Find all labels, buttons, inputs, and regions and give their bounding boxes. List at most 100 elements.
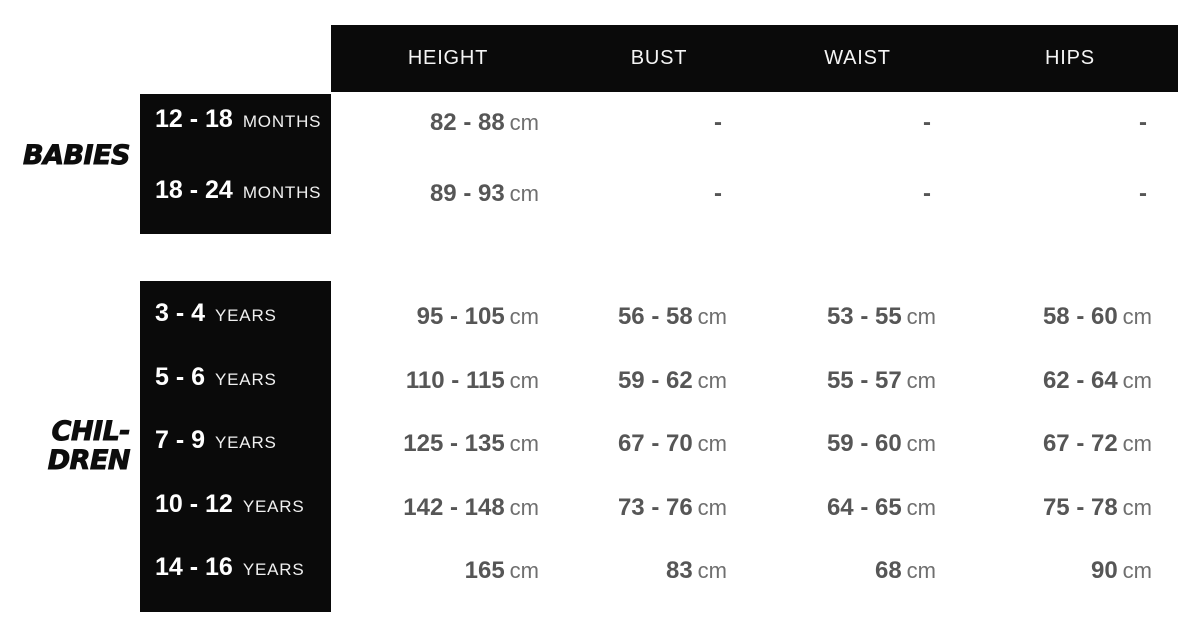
- unit: cm: [906, 558, 936, 583]
- unit: cm: [509, 181, 539, 206]
- value: 53 - 55: [826, 303, 902, 330]
- hips-cell: 58 - 60 cm: [962, 297, 1178, 340]
- waist-cell: 53 - 55 cm: [753, 297, 962, 340]
- bust-cell: 83 cm: [565, 551, 753, 594]
- age-label: 12 - 18 MONTHS: [140, 99, 331, 142]
- age-label: 18 - 24 MONTHS: [140, 170, 331, 213]
- age-range: 14 - 16: [155, 553, 233, 581]
- value: -: [1139, 180, 1147, 207]
- hips-cell: -: [962, 103, 1178, 146]
- value: 89 - 93: [429, 180, 505, 207]
- column-header-bar: HEIGHT BUST WAIST HIPS: [331, 25, 1178, 92]
- bust-cell: 67 - 70 cm: [565, 424, 753, 467]
- value: 55 - 57: [826, 367, 902, 394]
- bust-cell: 56 - 58 cm: [565, 297, 753, 340]
- unit: cm: [1122, 558, 1152, 583]
- unit: cm: [697, 558, 727, 583]
- height-cell: 89 - 93 cm: [331, 174, 565, 217]
- age-unit-label: MONTHS: [242, 112, 322, 131]
- age-label: 10 - 12 YEARS: [140, 484, 331, 527]
- value: -: [923, 109, 931, 136]
- value: 58 - 60: [1042, 303, 1118, 330]
- height-cell: 142 - 148 cm: [331, 488, 565, 531]
- age-unit-label: YEARS: [215, 370, 277, 389]
- value: 82 - 88: [429, 109, 505, 136]
- value: -: [1139, 109, 1147, 136]
- section-title-babies: BABIES: [0, 140, 132, 171]
- waist-cell: 68 cm: [753, 551, 962, 594]
- value: 64 - 65: [826, 494, 902, 521]
- value: -: [714, 109, 722, 136]
- unit: cm: [509, 368, 539, 393]
- height-cell: 165 cm: [331, 551, 565, 594]
- age-range: 3 - 4: [155, 299, 206, 327]
- hips-cell: 90 cm: [962, 551, 1178, 594]
- unit: cm: [509, 110, 539, 135]
- hips-cell: 67 - 72 cm: [962, 424, 1178, 467]
- bust-cell: 73 - 76 cm: [565, 488, 753, 531]
- section-title-line: CHIL-: [51, 416, 131, 447]
- unit: cm: [1122, 368, 1152, 393]
- section-title-line: DREN: [47, 445, 131, 476]
- table-row-babies-12-18: 12 - 18 MONTHS 82 - 88 cm - - -: [140, 99, 1178, 139]
- children-label-panel: [140, 281, 331, 612]
- value: 59 - 60: [826, 430, 902, 457]
- unit: cm: [509, 431, 539, 456]
- unit: cm: [509, 304, 539, 329]
- unit: cm: [906, 304, 936, 329]
- age-label: 14 - 16 YEARS: [140, 547, 331, 590]
- unit: cm: [509, 495, 539, 520]
- unit: cm: [697, 431, 727, 456]
- value: 95 - 105: [416, 303, 505, 330]
- value: 56 - 58: [617, 303, 693, 330]
- age-unit-label: YEARS: [215, 306, 277, 325]
- bust-cell: 59 - 62 cm: [565, 361, 753, 404]
- waist-cell: 64 - 65 cm: [753, 488, 962, 531]
- column-header-bust: BUST: [630, 47, 688, 69]
- bust-cell: -: [565, 174, 753, 217]
- value: 62 - 64: [1042, 367, 1118, 394]
- height-cell: 95 - 105 cm: [331, 297, 565, 340]
- age-unit-label: MONTHS: [242, 183, 322, 202]
- unit: cm: [906, 368, 936, 393]
- unit: cm: [509, 558, 539, 583]
- value: -: [923, 180, 931, 207]
- unit: cm: [697, 304, 727, 329]
- age-range: 7 - 9: [155, 426, 206, 454]
- value: 142 - 148: [403, 494, 505, 521]
- age-unit-label: YEARS: [242, 560, 305, 579]
- unit: cm: [697, 495, 727, 520]
- table-row-children-10-12: 10 - 12 YEARS 142 - 148 cm 73 - 76 cm 64 - …: [140, 484, 1178, 524]
- table-row-children-5-6: 5 - 6 YEARS 110 - 115 cm 59 - 62 cm 55 - 57…: [140, 357, 1178, 397]
- waist-cell: -: [753, 103, 962, 146]
- age-label: 5 - 6 YEARS: [140, 357, 331, 400]
- value: 165: [464, 557, 505, 584]
- table-row-children-7-9: 7 - 9 YEARS 125 - 135 cm 67 - 70 cm 59 - 60…: [140, 420, 1178, 460]
- value: 67 - 72: [1042, 430, 1118, 457]
- age-range: 5 - 6: [155, 363, 206, 391]
- hips-cell: 62 - 64 cm: [962, 361, 1178, 404]
- unit: cm: [906, 431, 936, 456]
- unit: cm: [697, 368, 727, 393]
- table-row-babies-18-24: 18 - 24 MONTHS 89 - 93 cm - - -: [140, 170, 1178, 210]
- babies-label-panel: [140, 94, 331, 234]
- bust-cell: -: [565, 103, 753, 146]
- waist-cell: 55 - 57 cm: [753, 361, 962, 404]
- waist-cell: 59 - 60 cm: [753, 424, 962, 467]
- table-row-children-14-16: 14 - 16 YEARS 165 cm 83 cm 68 cm 90 cm: [140, 547, 1178, 587]
- hips-cell: 75 - 78 cm: [962, 488, 1178, 531]
- value: -: [714, 180, 722, 207]
- unit: cm: [1122, 495, 1152, 520]
- age-range: 12 - 18: [155, 105, 233, 133]
- section-title-line: BABIES: [23, 140, 132, 171]
- unit: cm: [1122, 304, 1152, 329]
- value: 68: [874, 557, 902, 584]
- value: 83: [665, 557, 693, 584]
- unit: cm: [1122, 431, 1152, 456]
- column-header-hips: HIPS: [1045, 47, 1095, 69]
- value: 73 - 76: [617, 494, 693, 521]
- age-unit-label: YEARS: [242, 497, 305, 516]
- unit: cm: [906, 495, 936, 520]
- value: 67 - 70: [617, 430, 693, 457]
